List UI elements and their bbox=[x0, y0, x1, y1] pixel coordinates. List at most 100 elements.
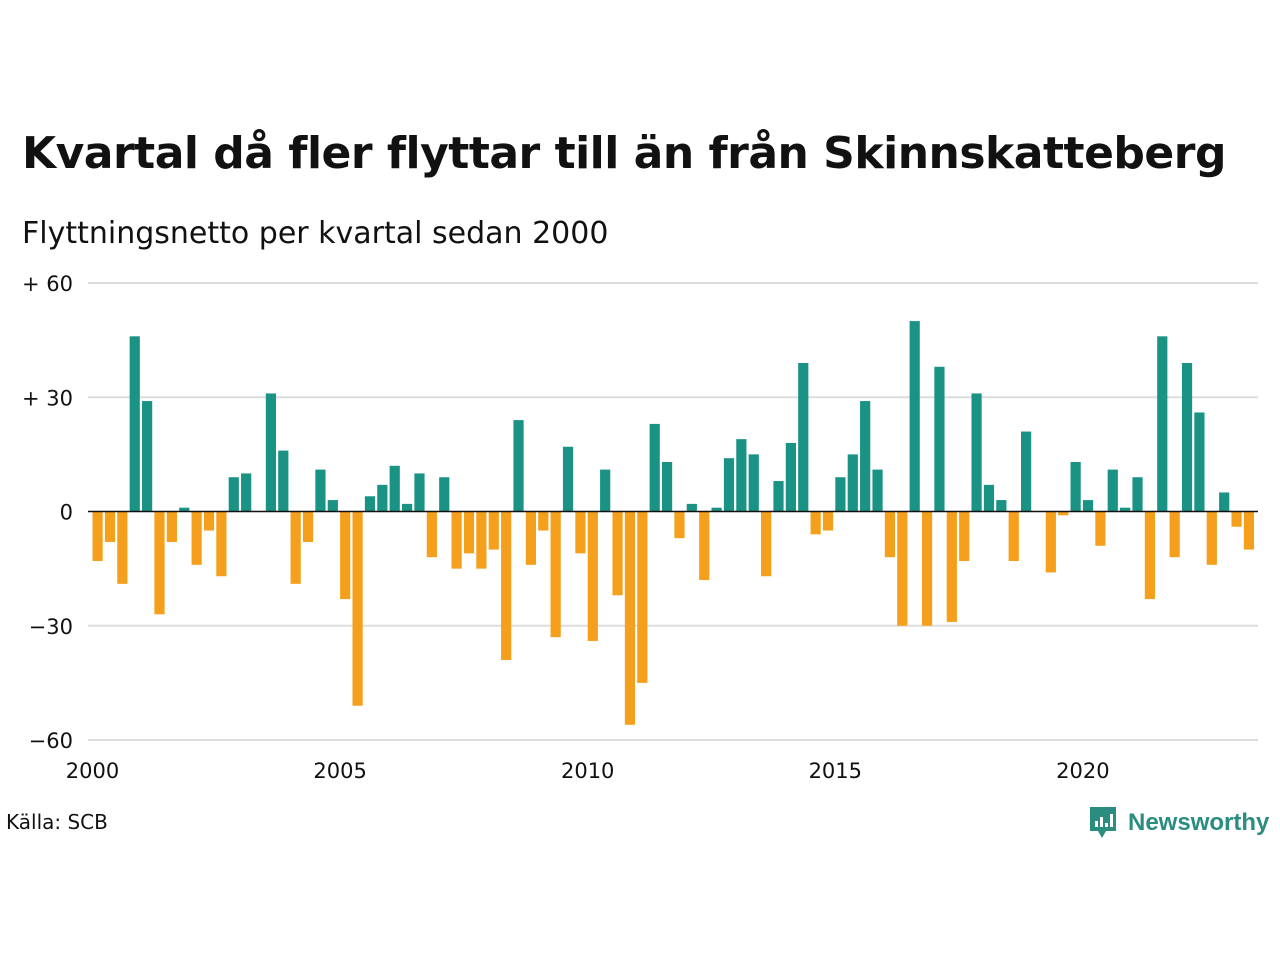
bar bbox=[203, 511, 215, 531]
bar bbox=[315, 469, 326, 512]
x-tick-label: 2015 bbox=[809, 759, 862, 783]
bar bbox=[748, 454, 759, 512]
bar bbox=[723, 458, 735, 512]
bar bbox=[364, 496, 376, 512]
x-tick-label: 2005 bbox=[313, 759, 366, 783]
bar bbox=[872, 469, 883, 512]
bar-chart: + 60 + 30 0 −30 −60 2000 2005 2010 2015 2020 bbox=[22, 272, 1258, 783]
bar bbox=[884, 511, 896, 558]
bar bbox=[241, 473, 252, 512]
bar bbox=[1107, 469, 1118, 512]
bar bbox=[996, 500, 1007, 512]
bar bbox=[501, 511, 512, 661]
bar bbox=[1095, 511, 1106, 546]
bar bbox=[1144, 511, 1155, 600]
bar bbox=[166, 511, 177, 542]
bar bbox=[674, 511, 685, 539]
bar bbox=[661, 461, 673, 512]
bar bbox=[1082, 500, 1094, 512]
bar bbox=[946, 511, 957, 622]
bar bbox=[897, 511, 908, 626]
bar bbox=[934, 366, 945, 512]
bar bbox=[699, 511, 710, 581]
x-tick-label: 2010 bbox=[561, 759, 614, 783]
bar bbox=[686, 503, 697, 512]
bar bbox=[414, 473, 425, 512]
bar bbox=[959, 511, 970, 562]
chart-subtitle: Flyttningsnetto per kvartal sedan 2000 bbox=[22, 216, 609, 251]
bar bbox=[649, 423, 660, 512]
bar bbox=[302, 511, 314, 542]
bar bbox=[761, 511, 772, 577]
bar bbox=[290, 511, 301, 584]
bar bbox=[983, 484, 995, 512]
bar bbox=[463, 511, 475, 554]
bar bbox=[216, 511, 227, 577]
bar bbox=[1021, 431, 1032, 512]
bar bbox=[278, 450, 289, 512]
bar bbox=[129, 336, 140, 512]
bar bbox=[1058, 511, 1069, 516]
bar bbox=[1120, 507, 1131, 512]
bar bbox=[525, 511, 536, 565]
bar bbox=[513, 420, 524, 512]
bar bbox=[1206, 511, 1217, 565]
brand-logo: Newsworthy bbox=[1088, 804, 1269, 842]
bar bbox=[550, 511, 561, 638]
bar bbox=[142, 401, 153, 512]
bar bbox=[265, 393, 277, 512]
bar bbox=[451, 511, 462, 569]
bar bbox=[798, 362, 809, 512]
bar bbox=[587, 511, 598, 641]
bar bbox=[1219, 492, 1230, 512]
bar bbox=[327, 500, 338, 512]
bar bbox=[402, 503, 413, 512]
x-tick-label: 2020 bbox=[1056, 759, 1109, 783]
bar bbox=[637, 511, 648, 683]
bar bbox=[1169, 511, 1180, 558]
bar bbox=[117, 511, 128, 584]
bar bbox=[971, 393, 982, 512]
bar bbox=[624, 511, 636, 725]
bar bbox=[1132, 477, 1143, 512]
y-tick-label: −30 bbox=[29, 615, 73, 639]
bar bbox=[600, 469, 611, 512]
newsworthy-logo-icon bbox=[1090, 807, 1116, 838]
bar bbox=[736, 439, 747, 512]
bar bbox=[340, 511, 351, 600]
bar bbox=[389, 465, 400, 512]
bar bbox=[538, 511, 549, 531]
x-tick-label: 2000 bbox=[66, 759, 119, 783]
y-tick-label: 0 bbox=[60, 501, 73, 525]
bar bbox=[1194, 412, 1205, 512]
bar bbox=[154, 511, 165, 615]
bar bbox=[179, 507, 190, 512]
bar bbox=[104, 511, 116, 542]
bar bbox=[426, 511, 437, 558]
bar bbox=[860, 401, 871, 512]
bar bbox=[822, 511, 834, 531]
bar bbox=[785, 442, 796, 512]
bar bbox=[1231, 511, 1242, 527]
bar bbox=[1243, 511, 1255, 550]
bar bbox=[92, 511, 103, 562]
bar bbox=[909, 321, 920, 512]
bar bbox=[439, 477, 450, 512]
y-tick-label: −60 bbox=[29, 729, 73, 753]
bar bbox=[1008, 511, 1019, 562]
bar bbox=[921, 511, 933, 626]
bar bbox=[773, 481, 784, 512]
bar bbox=[191, 511, 202, 565]
bar bbox=[476, 511, 487, 569]
y-tick-label: + 30 bbox=[22, 386, 73, 410]
y-tick-label: + 60 bbox=[22, 272, 73, 296]
brand-name: Newsworthy bbox=[1128, 809, 1270, 836]
bar bbox=[352, 511, 363, 706]
bar bbox=[612, 511, 623, 596]
bar bbox=[575, 511, 586, 554]
chart-title: Kvartal då fler flyttar till än från Ski… bbox=[22, 128, 1226, 179]
source-note: Källa: SCB bbox=[6, 810, 108, 834]
bar bbox=[835, 477, 846, 512]
bar bbox=[488, 511, 499, 550]
